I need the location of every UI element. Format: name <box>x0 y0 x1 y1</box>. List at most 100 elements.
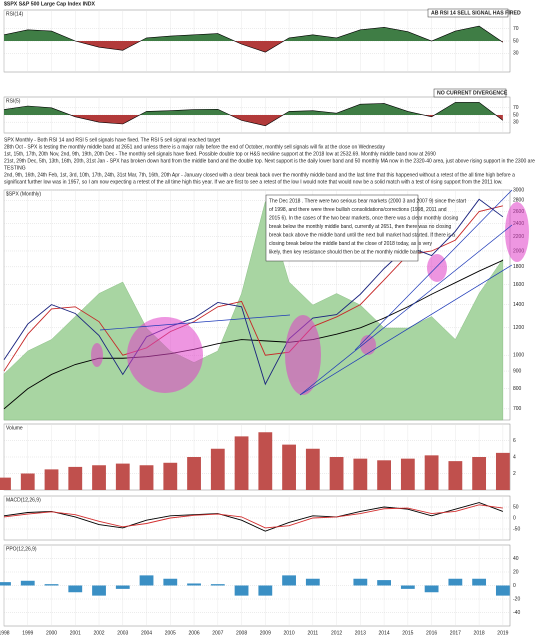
x-tick-label: 2006 <box>188 630 199 636</box>
bar <box>305 578 320 586</box>
highlights <box>91 202 529 395</box>
series-line <box>3 259 504 410</box>
bar <box>0 582 11 586</box>
trend-line <box>299 224 513 396</box>
bar <box>139 575 154 586</box>
x-tick-label: 2003 <box>117 630 128 636</box>
x-tick-label: 2016 <box>426 630 437 636</box>
annotation-line: break below the monthly middle band, cur… <box>269 224 452 230</box>
bar <box>448 578 463 586</box>
panel: 7008009001000120014001600180020002200240… <box>3 187 524 421</box>
bar <box>282 444 296 490</box>
trend-lines <box>99 189 513 396</box>
bar <box>424 585 439 593</box>
bar <box>163 578 178 586</box>
signal-note: AB RSI 14 SELL SIGNAL HAS FIRED <box>431 11 521 17</box>
panel: 2 4 6 Volume <box>0 423 516 491</box>
series-line <box>3 198 504 386</box>
x-tick-label: 2009 <box>260 630 271 636</box>
bar <box>400 458 415 490</box>
series-line <box>3 205 503 372</box>
bar <box>20 473 35 490</box>
panel-label: Volume <box>6 425 23 431</box>
note-box <box>433 88 507 98</box>
bar <box>495 452 510 490</box>
y-tick-label: 2800 <box>513 198 524 204</box>
panel-label: RSI(14) <box>6 11 24 17</box>
bar <box>92 465 106 490</box>
bar <box>353 458 368 490</box>
commentary-line: TESTING <box>4 165 26 171</box>
annotation-box <box>265 194 419 262</box>
annotation-line: 2015 6). In the cases of the two bear ma… <box>269 215 458 221</box>
bar <box>448 461 463 490</box>
y-tick-label: -50 <box>513 526 520 532</box>
x-tick-label: 2010 <box>284 630 295 636</box>
bar <box>187 583 201 586</box>
bar <box>44 584 59 586</box>
panel: -50 0 50 MACD(12,26,9) <box>3 495 520 541</box>
x-tick-label: 2001 <box>70 630 81 636</box>
x-tick-label: 2005 <box>165 630 176 636</box>
highlight-circle <box>91 343 103 367</box>
x-tick-label: 2018 <box>474 630 485 636</box>
area-below <box>4 115 503 126</box>
y-tick-label: 1200 <box>513 325 524 331</box>
area-above <box>4 26 503 41</box>
commentary-line: 2nd, 9th, 16th, 24th Feb, 1st, 3rd, 10th… <box>4 172 515 178</box>
x-tick-label: 2015 <box>402 630 413 636</box>
highlight-circle <box>127 317 203 393</box>
x-tick-label: 2007 <box>212 630 223 636</box>
x-tick-label: 2008 <box>236 630 247 636</box>
y-tick-label: 700 <box>513 406 522 412</box>
highlight-circle <box>360 335 376 355</box>
annotation-line: break back above the middle band until t… <box>269 232 455 238</box>
y-tick-label: 20 <box>513 569 519 575</box>
highlight-circle <box>505 202 529 262</box>
x-tick-label: 1999 <box>22 630 33 636</box>
panel: -40 -20 0 20 40 PPO(12,26,9) 1998 1999 2000 2001 2… <box>0 544 520 636</box>
bar <box>139 465 154 490</box>
y-tick-label: 2 <box>513 471 516 477</box>
bar <box>472 457 487 490</box>
bar <box>258 585 273 596</box>
y-tick-label: 50 <box>513 112 519 118</box>
area-above <box>4 102 503 115</box>
bar <box>282 575 296 586</box>
y-tick-label: 70 <box>513 26 519 32</box>
bar <box>20 580 35 586</box>
bar <box>400 585 415 589</box>
bar <box>258 432 273 490</box>
y-tick-label: 6 <box>513 438 516 444</box>
x-tick-label: 2013 <box>355 630 366 636</box>
commentary-line: significant further low was in 1957, so … <box>4 179 503 185</box>
y-tick-label: 1000 <box>513 353 524 359</box>
annotation-line: The Dec 2018 . There were two serious be… <box>269 198 467 204</box>
bar <box>68 585 83 593</box>
bar <box>68 466 83 490</box>
bar <box>163 462 178 490</box>
y-tick-label: -40 <box>513 610 520 616</box>
commentary-line: 21st, 29th Dec, 5th, 13th, 16th, 20th, 3… <box>4 158 535 164</box>
bar <box>377 460 391 490</box>
y-tick-label: 1600 <box>513 282 524 288</box>
x-tick-label: 2004 <box>141 630 152 636</box>
bar <box>115 585 130 589</box>
y-tick-label: 800 <box>513 386 522 392</box>
bar <box>234 436 249 490</box>
bar <box>0 477 11 490</box>
panel-label: RSI(5) <box>6 98 21 104</box>
area-below <box>4 41 503 53</box>
bar <box>495 585 510 596</box>
panel: 30 50 70 RSI(14) <box>3 9 519 73</box>
y-tick-label: -20 <box>513 596 520 602</box>
bar <box>305 448 320 490</box>
x-tick-label: 2000 <box>46 630 57 636</box>
panel-label: PPO(12,26,9) <box>6 546 37 552</box>
bar <box>424 455 439 490</box>
trend-line <box>99 314 291 331</box>
trend-line <box>299 264 513 396</box>
y-tick-label: 30 <box>513 120 519 126</box>
y-tick-label: 50 <box>513 38 519 44</box>
